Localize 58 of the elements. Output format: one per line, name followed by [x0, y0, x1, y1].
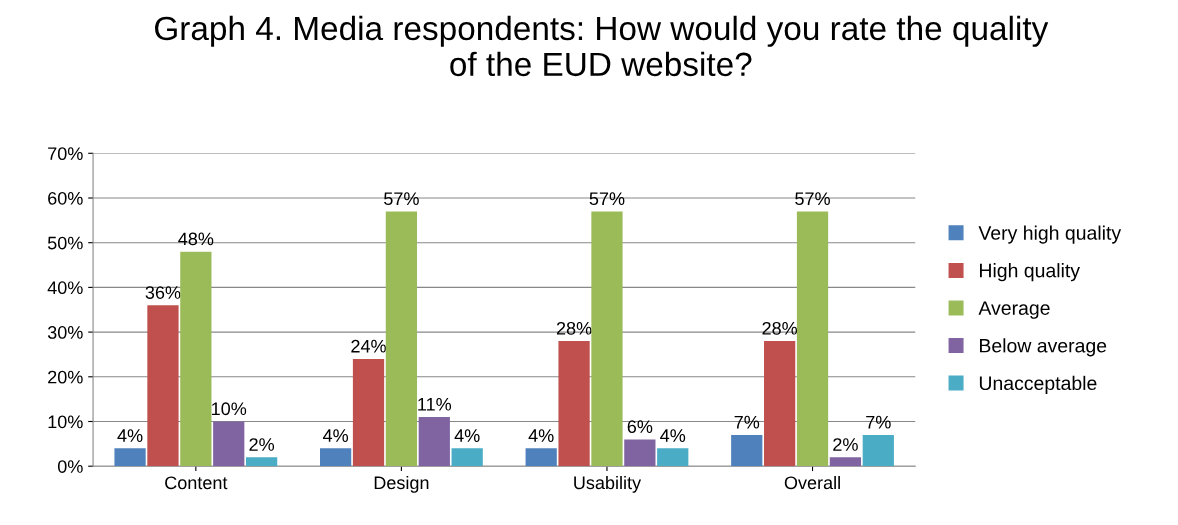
data-label: 28% [556, 321, 592, 335]
data-label: 28% [762, 321, 798, 335]
bar [657, 448, 689, 467]
bar [320, 448, 352, 467]
data-label: 4% [528, 429, 554, 442]
data-label: 57% [589, 192, 625, 206]
x-tick-label: Overall [784, 475, 840, 490]
bar [246, 457, 278, 467]
bar [796, 211, 829, 467]
legend-label: Very high quality [978, 225, 1122, 244]
data-label: 7% [734, 415, 760, 429]
data-label: 4% [117, 429, 143, 442]
legend-label: Unacceptable [979, 375, 1097, 394]
data-label: 2% [249, 438, 275, 451]
x-tick-label: Usability [574, 475, 642, 493]
bar [385, 211, 418, 467]
data-label: 11% [418, 397, 452, 411]
data-label: 4% [660, 429, 686, 442]
legend-label: Average [978, 301, 1050, 319]
bar [624, 439, 656, 467]
data-label: 10% [212, 402, 247, 416]
y-tick-label: 60% [48, 191, 83, 205]
x-tick-label: Content [165, 476, 228, 490]
y-tick-label: 30% [47, 326, 83, 339]
bar [591, 211, 623, 467]
y-tick-label: 10% [48, 415, 83, 429]
data-label: 4% [322, 429, 349, 442]
bar [525, 448, 557, 467]
bar [451, 448, 483, 467]
bar [180, 251, 212, 467]
bar [213, 421, 245, 467]
bar [731, 434, 763, 467]
data-label: 7% [866, 415, 891, 429]
data-label: 57% [795, 192, 830, 206]
bar [418, 417, 450, 467]
data-label: 57% [384, 192, 419, 206]
bar [558, 341, 590, 467]
legend-label: Below average [980, 338, 1107, 357]
bar [114, 448, 146, 467]
y-tick-label: 20% [48, 370, 83, 384]
x-tick-label: Design [374, 475, 429, 493]
bar [352, 358, 385, 467]
bar [764, 341, 796, 467]
bar [829, 457, 862, 467]
data-label: 2% [833, 438, 858, 451]
y-tick-label: 70% [48, 147, 83, 161]
data-label: 36% [145, 286, 181, 299]
y-tick-label: 40% [47, 281, 83, 295]
y-tick-label: 0% [57, 460, 83, 473]
data-label: 48% [178, 232, 214, 246]
bar [862, 434, 894, 467]
bar [147, 305, 179, 467]
data-label: 6% [627, 420, 653, 434]
legend-label: High quality [980, 263, 1080, 282]
y-tick-label: 50% [47, 236, 83, 250]
data-label: 24% [351, 339, 386, 353]
data-label: 4% [454, 429, 480, 442]
chart-title: Graph 4. Media respondents: How would you rate the quality of the EUD website? [155, 15, 1049, 77]
